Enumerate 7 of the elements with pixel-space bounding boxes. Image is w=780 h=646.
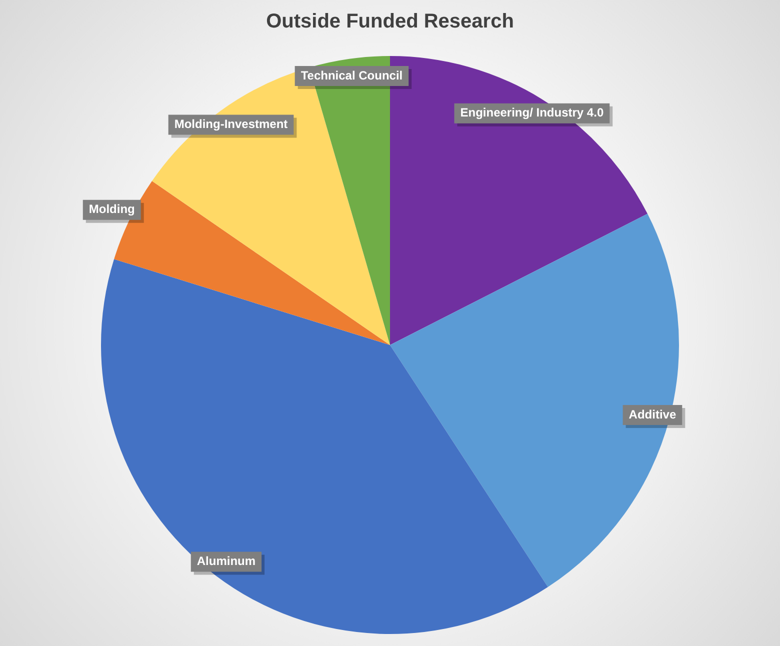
slice-label: Engineering/ Industry 4.0	[460, 106, 604, 120]
slice-label: Aluminum	[196, 554, 256, 568]
slice-label: Additive	[628, 407, 676, 422]
slice-label: Molding-Investment	[174, 117, 288, 132]
slice-label: Technical Council	[300, 68, 403, 82]
chart-title: Outside Funded Research	[266, 10, 514, 33]
slice-label: Molding	[88, 202, 135, 216]
